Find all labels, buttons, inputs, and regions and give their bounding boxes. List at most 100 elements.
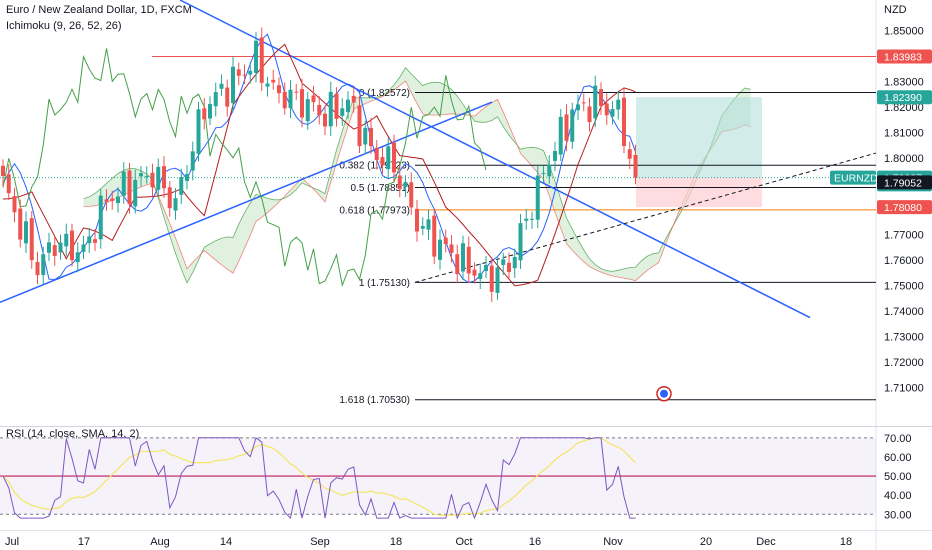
candle-body [616, 99, 621, 110]
candle-body [478, 273, 483, 279]
candle-body [162, 166, 166, 189]
price-tag-text: 1.79052 [884, 177, 922, 189]
candle-body [190, 151, 195, 171]
candle [420, 217, 425, 236]
candle [93, 229, 97, 252]
candle-body [593, 85, 598, 119]
candle [581, 93, 586, 112]
candle-body [633, 154, 638, 178]
candle-body [501, 259, 506, 265]
candle [599, 82, 603, 115]
candle [507, 252, 511, 280]
candle-body [150, 172, 155, 188]
candle-body [587, 106, 592, 123]
candle-body [288, 89, 293, 108]
candle-body [231, 66, 235, 104]
candle [311, 85, 316, 112]
candle-body [282, 91, 287, 109]
candle-body [35, 261, 40, 276]
candle [455, 244, 460, 284]
price-tick-label: 1.76000 [884, 255, 924, 267]
candle [58, 234, 63, 260]
candle-body [386, 146, 391, 170]
candle [144, 166, 149, 184]
candle-body [553, 151, 557, 161]
candle [340, 98, 345, 126]
candle-body [277, 85, 281, 94]
candle-body [213, 92, 218, 107]
ichimoku-span-b [83, 80, 751, 282]
fib-level-label: 0 (1.82572) [359, 88, 410, 99]
candle-body [202, 108, 207, 120]
rsi-legend: RSI (14, close, SMA, 14, 2) [6, 428, 140, 440]
candle-body [455, 254, 460, 275]
candle [133, 169, 138, 214]
rsi-tick-label: 60.00 [884, 452, 912, 464]
candle-body [6, 174, 11, 194]
candle [225, 79, 230, 117]
candle-body [236, 69, 241, 76]
candle-body [374, 147, 379, 160]
candle-body [47, 242, 51, 253]
candle-body [58, 242, 63, 253]
candle [403, 175, 408, 197]
symbol-tag [830, 170, 876, 185]
candle-body [507, 262, 511, 272]
candle [489, 257, 494, 303]
candle [357, 95, 362, 154]
candle [41, 246, 46, 285]
time-tick-label: Aug [150, 536, 170, 548]
candle [495, 257, 500, 300]
candle-body [403, 182, 408, 188]
candle-body [317, 105, 322, 116]
candle [47, 232, 51, 262]
candle-body [75, 252, 80, 263]
uptrend-line [0, 101, 493, 303]
price-tag [877, 90, 932, 105]
candle [466, 236, 471, 284]
candle [363, 120, 368, 155]
candle [328, 81, 333, 137]
candle-body [363, 127, 368, 145]
candle-body [81, 244, 86, 252]
candle [374, 140, 379, 170]
candle [208, 96, 212, 126]
candle [415, 200, 419, 242]
candle-body [225, 87, 230, 107]
candle [512, 248, 517, 278]
price-tag-text: 1.78080 [884, 202, 922, 214]
candle-body [139, 173, 143, 177]
time-tick-label: 17 [78, 536, 90, 548]
symbol-tag-text: EURNZD [834, 173, 878, 185]
candle [633, 144, 638, 185]
time-tick-label: Dec [756, 536, 776, 548]
candle [231, 56, 235, 112]
candle-body [415, 208, 419, 232]
candle [156, 158, 161, 198]
candle-body [495, 267, 500, 293]
candle-body [409, 182, 414, 208]
rsi-tick-label: 40.00 [884, 490, 912, 502]
candle-body [328, 91, 333, 127]
candle [541, 165, 546, 184]
candle-body [570, 109, 575, 142]
candle [265, 76, 270, 97]
fib-level-label: 0.618 (1.77973) [339, 205, 410, 216]
candle-body [24, 221, 28, 244]
candle-body [87, 236, 92, 244]
candle-body [254, 40, 258, 73]
candle [6, 164, 11, 201]
candle [558, 108, 563, 162]
candle-body [484, 264, 488, 272]
candle [409, 172, 414, 215]
candle-body [432, 215, 437, 257]
price-tick-label: 1.73000 [884, 332, 924, 344]
candle-body [622, 97, 626, 147]
rsi-tick-label: 70.00 [884, 433, 912, 445]
candle-body [70, 230, 74, 261]
rsi-tick-label: 50.00 [884, 471, 912, 483]
candle-body [127, 170, 132, 204]
candle-body [380, 157, 385, 166]
candle [610, 101, 615, 125]
